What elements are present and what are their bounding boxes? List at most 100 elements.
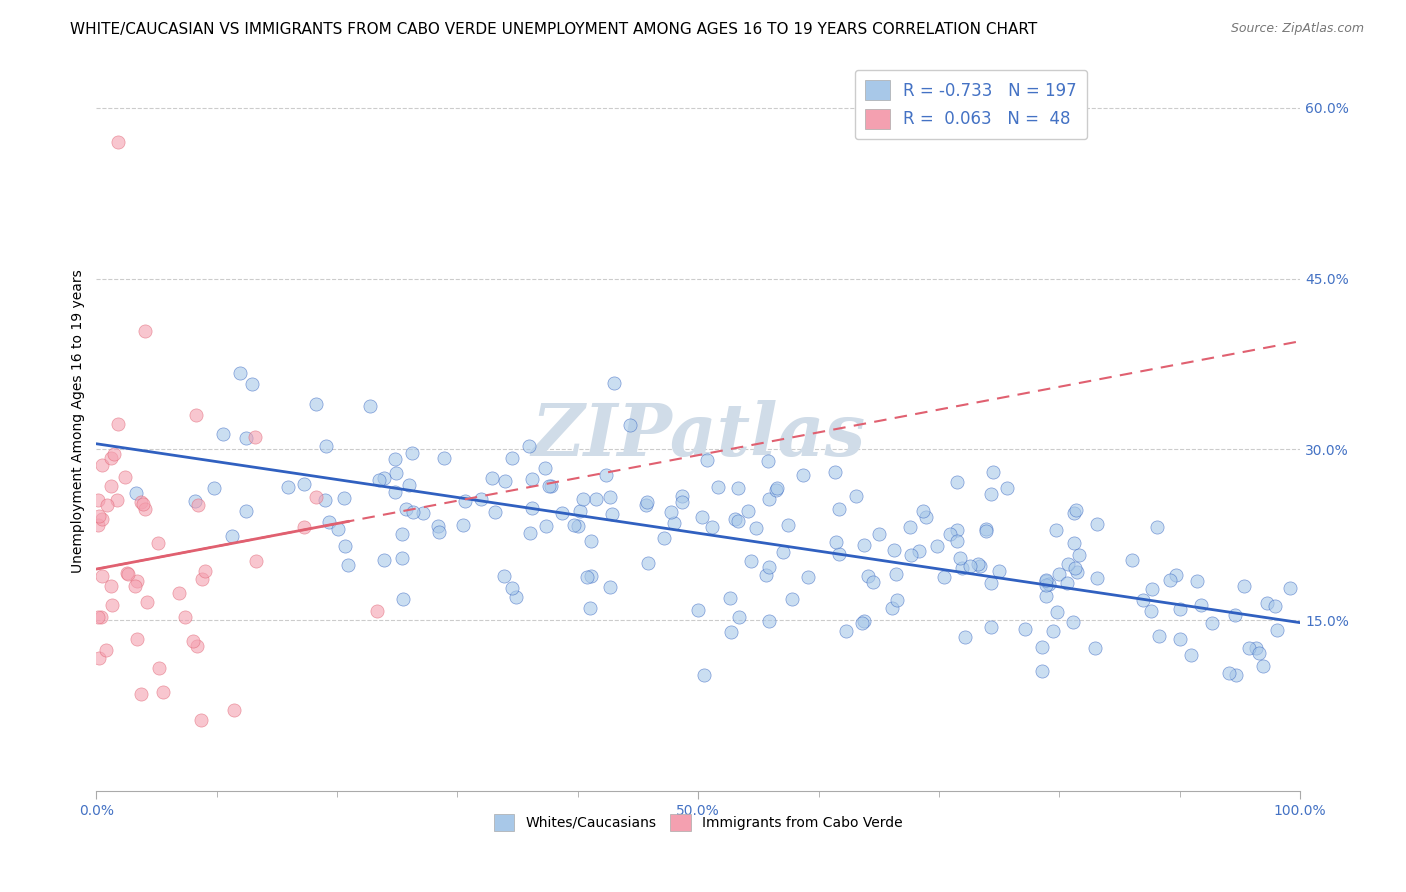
Point [505, 590, 527, 604]
Point [129, 688, 152, 702]
Point [1201, 616, 1223, 631]
Point [886, 593, 908, 607]
Point [190, 713, 212, 727]
Point [107, 135, 129, 149]
Point [134, 502, 156, 516]
Point [758, 560, 780, 574]
Point [1170, 601, 1192, 615]
Point [91, 458, 114, 473]
Point [974, 522, 997, 536]
Point [427, 519, 450, 533]
Point [1140, 604, 1163, 618]
Point [194, 564, 217, 578]
Point [1246, 641, 1268, 656]
Point [412, 506, 434, 520]
Point [292, 477, 315, 491]
Point [517, 439, 540, 453]
Point [501, 581, 523, 595]
Point [949, 551, 972, 566]
Point [451, 518, 474, 533]
Point [727, 481, 749, 495]
Point [1031, 640, 1053, 654]
Point [1084, 640, 1107, 655]
Point [637, 556, 659, 570]
Point [333, 539, 356, 553]
Point [135, 595, 157, 609]
Point [1180, 648, 1202, 662]
Point [359, 400, 381, 414]
Point [772, 545, 794, 559]
Point [1035, 589, 1057, 603]
Point [1249, 646, 1271, 660]
Point [568, 504, 591, 518]
Point [824, 535, 846, 549]
Point [602, 507, 624, 521]
Point [368, 473, 391, 487]
Point [1233, 579, 1256, 593]
Point [125, 486, 148, 500]
Point [1087, 571, 1109, 585]
Point [946, 475, 969, 490]
Point [851, 616, 873, 631]
Point [898, 520, 921, 534]
Point [100, 579, 122, 593]
Point [756, 454, 779, 468]
Point [124, 579, 146, 593]
Point [707, 480, 730, 494]
Point [969, 559, 991, 574]
Point [1038, 577, 1060, 591]
Point [966, 557, 988, 571]
Point [90, 610, 112, 624]
Point [191, 572, 214, 586]
Point [980, 620, 1002, 634]
Text: ZIPatlas: ZIPatlas [531, 401, 865, 471]
Point [737, 504, 759, 518]
Point [1064, 561, 1087, 575]
Point [693, 668, 716, 682]
Point [853, 615, 876, 629]
Point [373, 553, 395, 567]
Point [981, 465, 1004, 479]
Point [314, 492, 336, 507]
Point [91, 569, 114, 583]
Point [740, 554, 762, 568]
Point [946, 523, 969, 537]
Point [103, 447, 125, 461]
Y-axis label: Unemployment Among Ages 16 to 19 years: Unemployment Among Ages 16 to 19 years [72, 269, 86, 573]
Point [575, 569, 598, 583]
Point [567, 518, 589, 533]
Point [1237, 640, 1260, 655]
Point [186, 639, 208, 653]
Point [152, 685, 174, 699]
Point [1056, 558, 1078, 572]
Point [1031, 664, 1053, 678]
Point [235, 431, 257, 445]
Point [720, 624, 742, 639]
Point [228, 367, 250, 381]
Point [1087, 517, 1109, 532]
Point [148, 661, 170, 675]
Point [1063, 536, 1085, 550]
Point [87, 493, 110, 508]
Point [1047, 566, 1070, 581]
Point [1218, 665, 1240, 680]
Point [572, 491, 595, 506]
Point [536, 518, 558, 533]
Point [671, 489, 693, 503]
Point [1064, 502, 1087, 516]
Point [551, 506, 574, 520]
Point [1066, 566, 1088, 580]
Point [980, 487, 1002, 501]
Point [454, 494, 477, 508]
Point [755, 568, 778, 582]
Point [912, 504, 935, 518]
Point [134, 324, 156, 338]
Point [484, 505, 506, 519]
Point [202, 482, 225, 496]
Point [724, 512, 747, 526]
Point [100, 450, 122, 465]
Point [599, 490, 621, 504]
Point [688, 603, 710, 617]
Point [100, 479, 122, 493]
Point [1159, 573, 1181, 587]
